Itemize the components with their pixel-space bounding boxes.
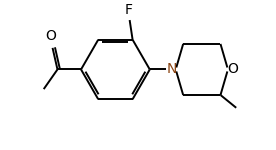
Text: O: O: [227, 62, 238, 76]
Text: N: N: [166, 62, 177, 76]
Text: F: F: [125, 3, 133, 17]
Text: O: O: [45, 29, 56, 43]
